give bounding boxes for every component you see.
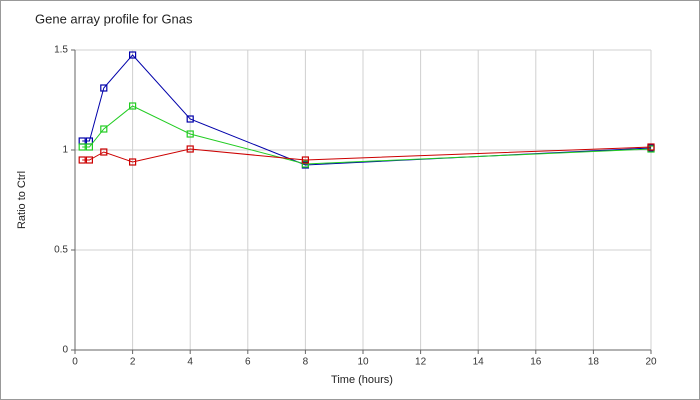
y-tick-label: 0.5: [54, 245, 68, 256]
x-tick-label: 2: [130, 357, 136, 368]
point-marker: [186, 115, 194, 123]
point-marker: [78, 156, 86, 164]
point-marker: [647, 143, 655, 151]
chart-title: Gene array profile for Gnas: [35, 11, 193, 26]
x-tick-label: 14: [473, 357, 485, 368]
point-marker: [186, 130, 194, 138]
x-tick-label: 4: [187, 357, 193, 368]
series-line: [82, 105, 652, 165]
x-tick-label: 12: [415, 357, 427, 368]
point-marker: [301, 160, 309, 168]
y-tick-label: 0: [62, 345, 68, 356]
point-marker: [186, 145, 194, 153]
point-marker: [129, 102, 137, 110]
x-tick-label: 8: [303, 357, 309, 368]
point-marker: [100, 125, 108, 133]
point-marker: [129, 51, 137, 59]
y-tick-label: 1: [62, 145, 68, 156]
y-tick-label: 1.5: [54, 45, 68, 56]
point-marker: [85, 143, 94, 151]
point-marker: [301, 156, 309, 164]
x-tick-label: 20: [645, 357, 657, 368]
point-marker: [100, 148, 108, 156]
y-axis-label: Ratio to Ctrl: [16, 171, 28, 229]
point-marker: [85, 156, 94, 164]
point-marker: [100, 84, 108, 92]
series-line: [82, 54, 652, 166]
point-marker: [78, 143, 86, 151]
x-tick-label: 0: [72, 357, 78, 368]
x-tick-label: 6: [245, 357, 251, 368]
x-tick-label: 18: [588, 357, 600, 368]
x-tick-label: 10: [357, 357, 369, 368]
x-axis-label: Time (hours): [331, 374, 393, 386]
x-tick-label: 16: [530, 357, 542, 368]
series-line: [82, 146, 652, 163]
point-marker: [129, 158, 137, 166]
